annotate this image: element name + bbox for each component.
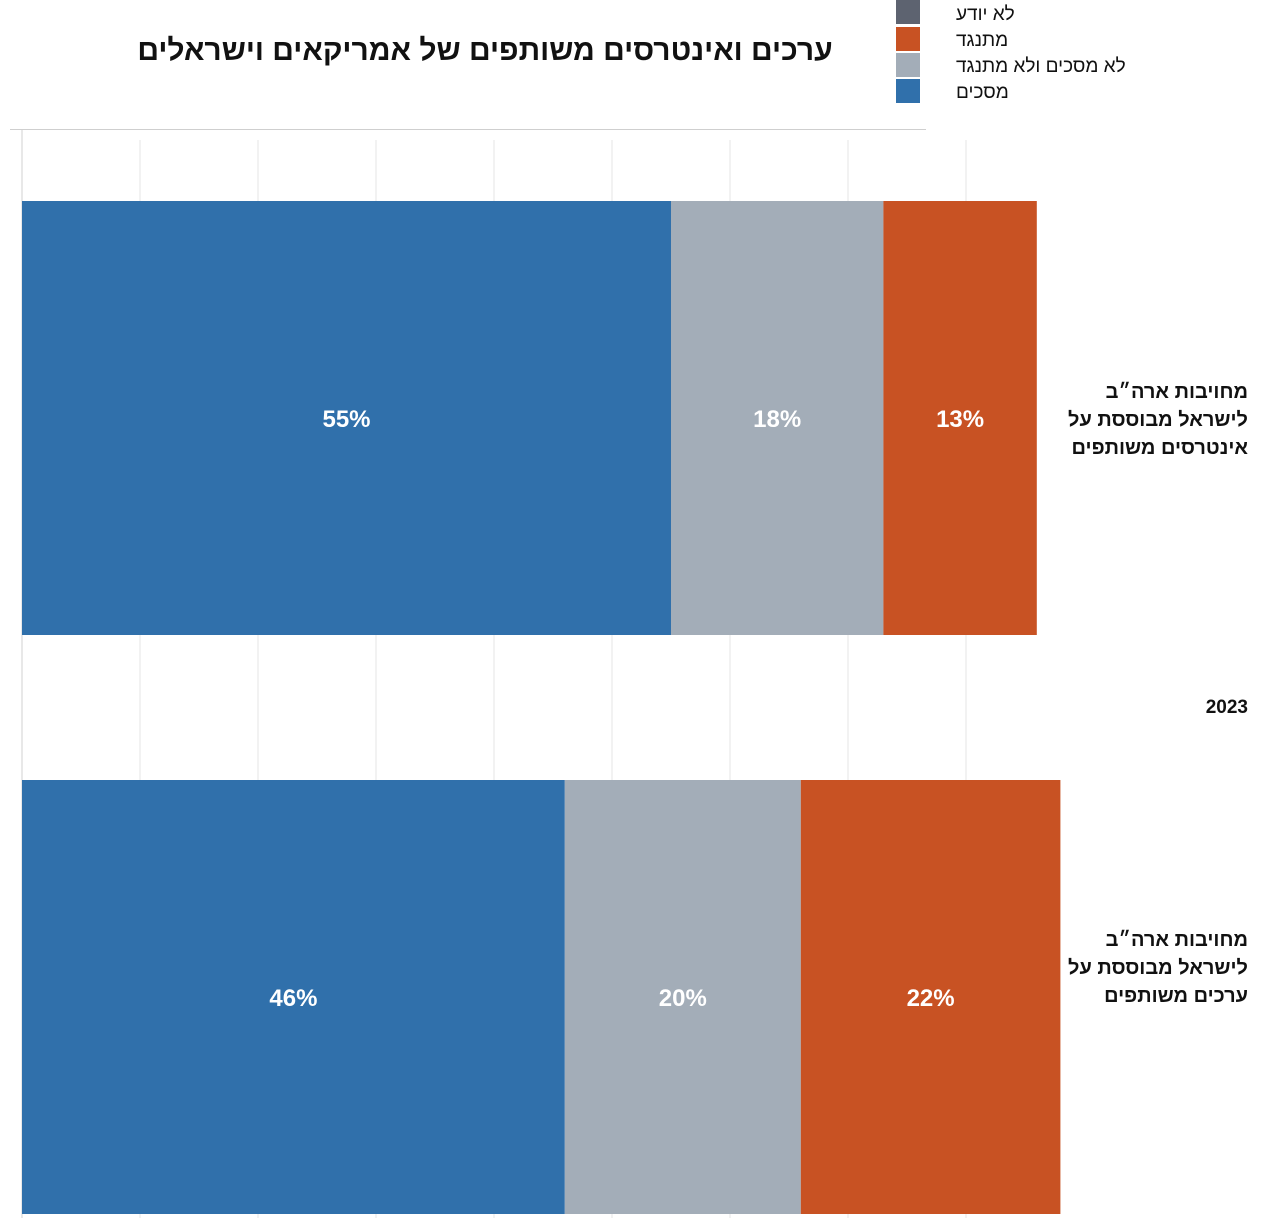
legend-label-dont-know: לא יודע: [956, 4, 1015, 25]
data-label: 18%: [753, 406, 801, 433]
category-label-line: לישראל מבוססת על: [1068, 957, 1248, 979]
category-label-line: לישראל מבוססת על: [1068, 409, 1248, 431]
category-label-interests: מחויבות ארה״ב לישראל מבוססת על אינטרסים …: [1068, 378, 1248, 462]
legend: לא יודע מתנגד לא מסכים ולא מתנגד מסכים: [896, 0, 1196, 104]
bar-segment: [22, 780, 565, 1214]
data-label: 46%: [269, 985, 317, 1012]
category-label-line: ערכים משותפים: [1104, 985, 1248, 1007]
legend-swatch-neutral: [896, 53, 920, 77]
legend-swatch-agree: [896, 79, 920, 103]
data-label: 20%: [659, 985, 707, 1012]
legend-swatch-dont-know: [896, 0, 920, 24]
category-label-line: מחויבות ארה״ב: [1105, 381, 1248, 403]
legend-label-neutral: לא מסכים ולא מתנגד: [956, 56, 1126, 77]
top-rule: [10, 129, 926, 130]
legend-label-oppose: מתנגד: [956, 30, 1009, 51]
bar-segment: [564, 780, 801, 1214]
data-label: 13%: [936, 406, 984, 433]
legend-item-dont-know: לא יודע: [896, 0, 1196, 26]
legend-item-oppose: מתנגד: [896, 26, 1196, 52]
category-label-line: אינטרסים משותפים: [1071, 437, 1248, 459]
legend-swatch-oppose: [896, 27, 920, 51]
bar-segment: [671, 201, 884, 635]
legend-label-agree: מסכים: [956, 82, 1009, 103]
data-label: 22%: [907, 985, 955, 1012]
chart-title: ערכים ואינטרסים משותפים של אמריקאים וישר…: [137, 34, 833, 67]
group-label-year: 2023: [1205, 697, 1248, 718]
legend-item-neutral: לא מסכים ולא מתנגד: [896, 52, 1196, 78]
data-label: 55%: [322, 406, 370, 433]
legend-item-agree: מסכים: [896, 78, 1196, 104]
bar-segment: [22, 201, 671, 635]
bar-segment: [800, 780, 1061, 1214]
bar-segment: [883, 201, 1037, 635]
category-label-values: מחויבות ארה״ב לישראל מבוססת על ערכים משו…: [1068, 926, 1248, 1010]
category-label-line: מחויבות ארה״ב: [1105, 929, 1248, 951]
